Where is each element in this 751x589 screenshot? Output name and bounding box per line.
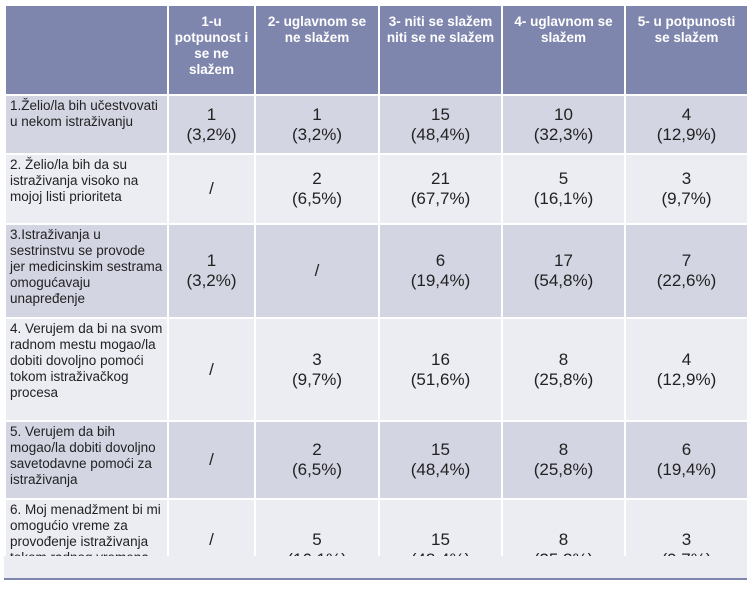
table-footer-band xyxy=(4,556,747,578)
value-cell: 8 (25,8%) xyxy=(501,420,626,500)
value-cell: 8 (25,8%) xyxy=(501,317,626,422)
value-cell: 5 (16,1%) xyxy=(501,153,626,225)
value-cell: 5 (16,1%) xyxy=(254,498,380,556)
value-cell: 2 (6,5%) xyxy=(254,153,380,225)
table-row: 2. Želio/la bih da su istraživanja visok… xyxy=(4,153,747,225)
table-row: 4. Verujem da bi na svom radnom mestu mo… xyxy=(4,317,747,422)
value-cell: 3 (9,7%) xyxy=(624,498,747,556)
row-label: 1.Želio/la bih učestvovati u nekom istra… xyxy=(4,94,169,155)
table-row: 1.Želio/la bih učestvovati u nekom istra… xyxy=(4,94,747,155)
header-col-3: 3- niti se slažem niti se ne slažem xyxy=(378,4,503,96)
row-label: 5. Verujem da bih mogao/la dobiti dovolj… xyxy=(4,420,169,500)
row-label: 4. Verujem da bi na svom radnom mestu mo… xyxy=(4,317,169,422)
value-cell: 1 (3,2%) xyxy=(167,223,256,319)
row-label: 6. Moj menadžment bi mi omogućio vreme z… xyxy=(4,498,169,556)
table-row: 5. Verujem da bih mogao/la dobiti dovolj… xyxy=(4,420,747,500)
survey-table-container: 1-u potpunost i se ne slažem 2- uglavnom… xyxy=(4,4,747,556)
value-cell: 3 (9,7%) xyxy=(254,317,380,422)
value-cell: 6 (19,4%) xyxy=(624,420,747,500)
value-cell: 15 (48,4%) xyxy=(378,94,503,155)
value-cell: 10 (32,3%) xyxy=(501,94,626,155)
row-label: 2. Želio/la bih da su istraživanja visok… xyxy=(4,153,169,225)
header-col-2: 2- uglavnom se ne slažem xyxy=(254,4,380,96)
header-col-4: 4- uglavnom se slažem xyxy=(501,4,626,96)
header-corner-cell xyxy=(4,4,169,96)
survey-results-table: 1-u potpunost i se ne slažem 2- uglavnom… xyxy=(4,4,747,556)
header-row: 1-u potpunost i se ne slažem 2- uglavnom… xyxy=(4,4,747,96)
table-row: 3.Istraživanja u sestrinstvu se provode … xyxy=(4,223,747,319)
value-cell: 4 (12,9%) xyxy=(624,94,747,155)
value-cell: 15 (48,4%) xyxy=(378,420,503,500)
value-cell: 21 (67,7%) xyxy=(378,153,503,225)
value-cell: 3 (9,7%) xyxy=(624,153,747,225)
value-cell: 4 (12,9%) xyxy=(624,317,747,422)
value-cell: 2 (6,5%) xyxy=(254,420,380,500)
value-cell: 8 (25,8%) xyxy=(501,498,626,556)
row-label: 3.Istraživanja u sestrinstvu se provode … xyxy=(4,223,169,319)
value-cell: 1 (3,2%) xyxy=(167,94,256,155)
value-cell: / xyxy=(167,317,256,422)
value-cell: 16 (51,6%) xyxy=(378,317,503,422)
value-cell: / xyxy=(167,420,256,500)
value-cell: 17 (54,8%) xyxy=(501,223,626,319)
value-cell: / xyxy=(167,498,256,556)
value-cell: 6 (19,4%) xyxy=(378,223,503,319)
header-col-5: 5- u potpunosti se slažem xyxy=(624,4,747,96)
table-row: 6. Moj menadžment bi mi omogućio vreme z… xyxy=(4,498,747,556)
header-col-1: 1-u potpunost i se ne slažem xyxy=(167,4,256,96)
value-cell: 1 (3,2%) xyxy=(254,94,380,155)
value-cell: 7 (22,6%) xyxy=(624,223,747,319)
table-bottom-border xyxy=(4,578,747,580)
value-cell: 15 (48,4%) xyxy=(378,498,503,556)
value-cell: / xyxy=(254,223,380,319)
value-cell: / xyxy=(167,153,256,225)
